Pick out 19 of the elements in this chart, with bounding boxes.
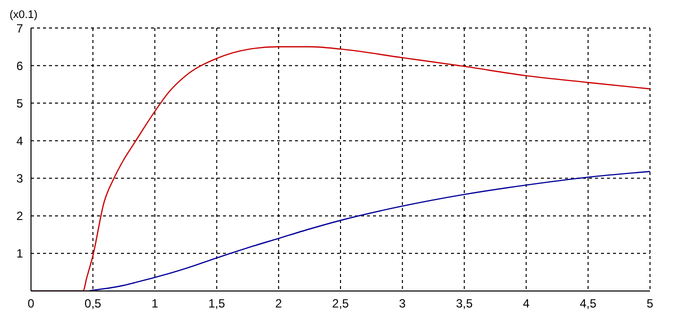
x-tick-label: 3,5 [456,296,473,311]
y-axis-title: (x0.1) [9,9,38,21]
y-tick-label: 1 [16,246,24,261]
y-tick-label: 5 [16,96,24,110]
y-tick-label: 4 [16,134,24,148]
x-tick-label: 0 [28,296,35,311]
y-tick-label: 2 [16,209,24,224]
y-tick-label: 6 [16,58,24,73]
y-tick-label: 3 [16,172,24,186]
y-tick-label: 7 [16,21,24,36]
x-tick-label: 0,5 [84,296,102,311]
x-tick-label: 3 [399,296,406,311]
x-tick-label: 4,5 [580,296,597,311]
x-tick-label: 2,5 [332,296,350,311]
x-tick-label: 1 [151,296,158,311]
x-tick-label: 4 [522,296,530,311]
x-tick-label: 5 [646,296,654,311]
x-tick-label: 1,5 [208,296,226,311]
x-tick-label: 2 [275,296,282,311]
